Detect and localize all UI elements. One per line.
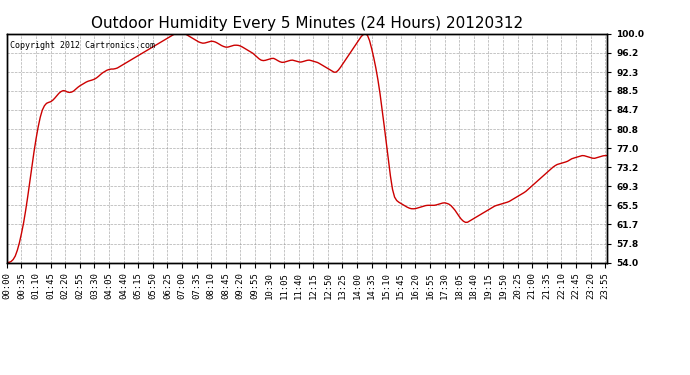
Title: Outdoor Humidity Every 5 Minutes (24 Hours) 20120312: Outdoor Humidity Every 5 Minutes (24 Hou… [91, 16, 523, 31]
Text: Copyright 2012 Cartronics.com: Copyright 2012 Cartronics.com [10, 40, 155, 50]
